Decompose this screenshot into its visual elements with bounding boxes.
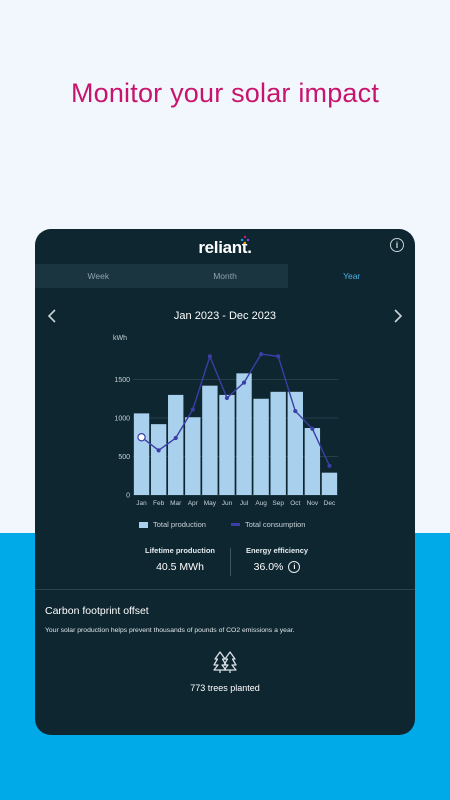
production-bar <box>150 424 167 495</box>
consumption-point <box>310 426 315 431</box>
x-tick-label: Jul <box>240 500 249 507</box>
lifetime-production-stat: Lifetime production 40.5 MWh <box>135 546 225 573</box>
spark-icon <box>240 235 250 245</box>
trees-planted-label: 773 trees planted <box>190 683 260 693</box>
tab-week[interactable]: Week <box>87 271 110 281</box>
chevron-left-icon[interactable] <box>46 308 58 324</box>
production-bar <box>202 385 218 495</box>
consumption-swatch <box>231 523 240 526</box>
date-range-nav: Jan 2023 - Dec 2023 <box>35 306 415 326</box>
info-icon[interactable]: i <box>390 238 404 252</box>
energy-efficiency-value: 36.0% i <box>235 561 319 573</box>
production-bar <box>321 472 338 495</box>
consumption-point <box>241 380 247 385</box>
production-bar <box>253 398 269 495</box>
chevron-right-icon[interactable] <box>392 308 404 324</box>
x-tick-label: Apr <box>188 500 199 507</box>
x-tick-label: Feb <box>153 500 165 507</box>
consumption-point <box>173 435 178 441</box>
lifetime-production-number: 40.5 MWh <box>156 561 204 573</box>
x-tick-label: Jan <box>136 500 147 507</box>
consumption-point <box>156 448 161 453</box>
tab-month[interactable]: Month <box>213 271 237 281</box>
legend-consumption-label: Total consumption <box>245 520 306 529</box>
x-tick-label: May <box>204 500 217 507</box>
stats-row: Lifetime production 40.5 MWh Energy effi… <box>35 546 415 578</box>
production-bar <box>168 394 184 495</box>
date-range-label: Jan 2023 - Dec 2023 <box>173 310 277 322</box>
consumption-line <box>141 353 331 467</box>
production-bar <box>236 373 252 495</box>
page-headline: Monitor your solar impact <box>70 78 380 108</box>
energy-efficiency-number: 36.0% <box>253 561 284 573</box>
legend-consumption: Total consumption <box>231 520 305 529</box>
consumption-point <box>207 354 212 359</box>
production-bar <box>287 391 303 495</box>
lifetime-production-value: 40.5 MWh <box>135 561 225 573</box>
consumption-point <box>293 408 298 414</box>
x-tick-label: Nov <box>307 500 319 507</box>
brand-logo: reliant. <box>198 238 252 257</box>
app-header: reliant. i <box>35 229 415 263</box>
chart-legend: Total production Total consumption <box>35 520 415 534</box>
consumption-point <box>276 354 281 359</box>
production-bar <box>185 417 201 495</box>
y-tick-label: 1000 <box>114 416 130 423</box>
y-axis-label: kWh <box>113 335 127 342</box>
section-divider <box>35 589 415 590</box>
y-tick-label: 0 <box>126 493 130 500</box>
x-tick-label: Aug <box>255 500 267 507</box>
production-swatch <box>139 521 148 528</box>
tab-year[interactable]: Year <box>288 264 415 288</box>
x-tick-label: Dec <box>324 500 336 507</box>
carbon-description: Your solar production helps prevent thou… <box>45 627 295 634</box>
production-bar <box>133 413 150 495</box>
production-bar <box>270 391 286 495</box>
stats-divider <box>230 548 231 576</box>
trees-icon <box>213 651 237 673</box>
consumption-point <box>259 351 264 357</box>
production-bar <box>304 428 321 495</box>
consumption-point <box>327 463 332 468</box>
energy-efficiency-label: Energy efficiency <box>245 546 309 555</box>
x-tick-label: Sep <box>272 500 284 507</box>
x-tick-label: Jun <box>222 500 233 507</box>
period-tabs: Week Month Year <box>35 264 415 288</box>
legend-production: Total production <box>139 520 206 529</box>
carbon-title: Carbon footprint offset <box>45 605 149 617</box>
lifetime-production-label: Lifetime production <box>145 546 215 555</box>
y-tick-label: 500 <box>118 454 130 461</box>
energy-chart: kWh 0 500 1000 1500 Jan Feb Mar Apr May Jun Jul Aug S… <box>113 335 338 507</box>
legend-production-label: Total production <box>153 520 206 529</box>
x-tick-label: Mar <box>170 500 182 507</box>
production-bar <box>219 394 235 495</box>
consumption-point <box>224 395 230 401</box>
consumption-point <box>190 407 195 412</box>
efficiency-info-icon[interactable]: i <box>288 561 301 573</box>
solar-dashboard-card: reliant. i Week Month Year Jan 2023 - De… <box>35 229 415 735</box>
consumption-point-selected <box>137 433 146 442</box>
energy-efficiency-stat: Energy efficiency 36.0% i <box>235 546 319 573</box>
y-tick-label: 1500 <box>114 377 130 384</box>
x-tick-label: Oct <box>290 500 300 507</box>
